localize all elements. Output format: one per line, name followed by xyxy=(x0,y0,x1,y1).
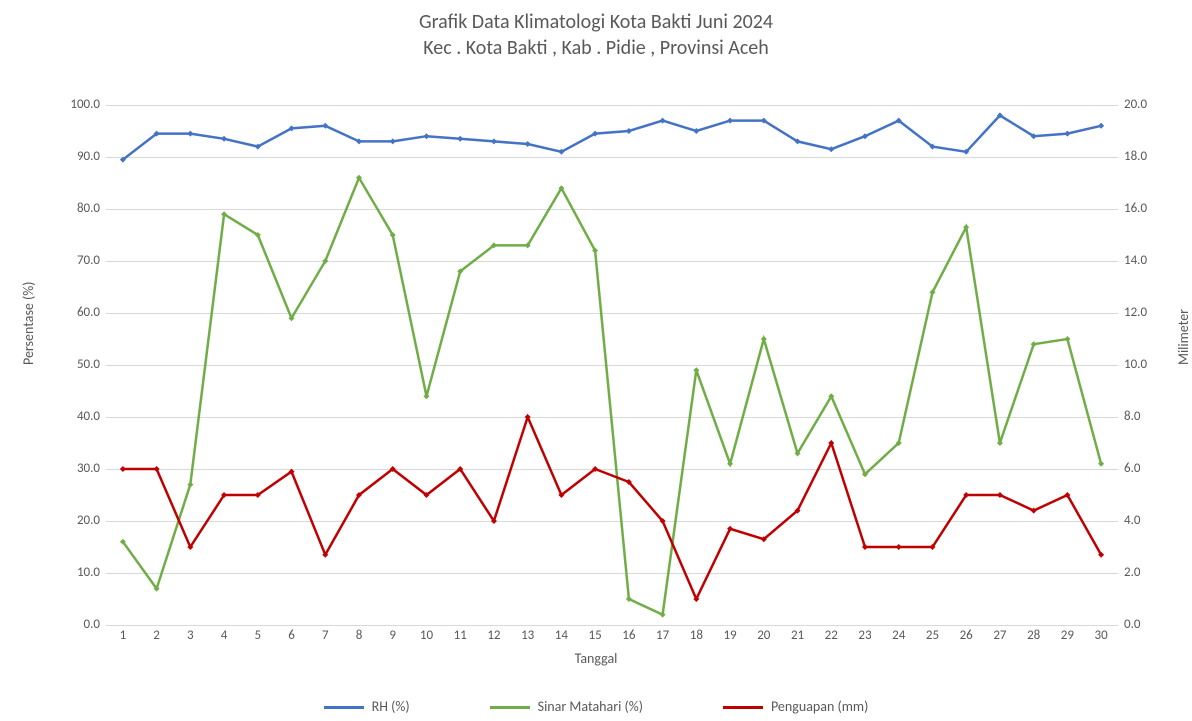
x-tick: 1 xyxy=(106,628,140,643)
x-tick: 23 xyxy=(848,628,882,643)
y-right-tick: 6.0 xyxy=(1124,461,1174,476)
series-line xyxy=(123,417,1101,599)
chart-title: Grafik Data Klimatologi Kota Bakti Juni … xyxy=(0,10,1192,60)
y-right-axis-label: Milimeter (mm) xyxy=(1175,309,1192,365)
y-left-tick: 20.0 xyxy=(50,513,100,528)
series-marker xyxy=(491,138,497,144)
series-marker xyxy=(693,367,699,373)
series-marker xyxy=(862,544,868,550)
series-marker xyxy=(120,466,126,472)
x-tick: 5 xyxy=(241,628,275,643)
series-marker xyxy=(187,131,193,137)
series-marker xyxy=(221,136,227,142)
y-right-tick: 10.0 xyxy=(1124,357,1174,372)
x-tick: 10 xyxy=(409,628,443,643)
x-tick: 21 xyxy=(781,628,815,643)
y-right-tick: 20.0 xyxy=(1124,97,1174,112)
legend-label: Penguapan (mm) xyxy=(771,698,868,715)
x-tick: 30 xyxy=(1084,628,1118,643)
series-marker xyxy=(423,133,429,139)
legend-item: Sinar Matahari (%) xyxy=(490,698,643,715)
x-tick: 19 xyxy=(713,628,747,643)
series-line xyxy=(123,178,1101,615)
series-marker xyxy=(896,544,902,550)
x-tick: 16 xyxy=(612,628,646,643)
legend-item: Penguapan (mm) xyxy=(723,698,868,715)
x-axis-label: Tanggal xyxy=(0,650,1192,667)
series-marker xyxy=(626,128,632,134)
y-left-tick: 50.0 xyxy=(50,357,100,372)
y-left-tick: 40.0 xyxy=(50,409,100,424)
y-left-tick: 90.0 xyxy=(50,149,100,164)
y-left-tick: 80.0 xyxy=(50,201,100,216)
x-tick: 13 xyxy=(511,628,545,643)
series-marker xyxy=(1064,131,1070,137)
legend-swatch xyxy=(324,706,364,709)
y-right-tick: 14.0 xyxy=(1124,253,1174,268)
x-tick: 8 xyxy=(342,628,376,643)
x-tick: 4 xyxy=(207,628,241,643)
series-marker xyxy=(1098,461,1104,467)
x-tick: 7 xyxy=(308,628,342,643)
y-left-tick: 100.0 xyxy=(50,97,100,112)
series-marker xyxy=(693,128,699,134)
series-marker xyxy=(1031,341,1037,347)
series-marker xyxy=(727,461,733,467)
x-tick: 17 xyxy=(646,628,680,643)
legend-swatch xyxy=(490,706,530,709)
x-tick: 18 xyxy=(679,628,713,643)
series-marker xyxy=(761,336,767,342)
series-marker xyxy=(997,440,1003,446)
chart-title-line2: Kec . Kota Bakti , Kab . Pidie , Provins… xyxy=(0,36,1192,60)
y-left-axis-label: Persentase (%) xyxy=(20,281,37,365)
x-tick: 2 xyxy=(140,628,174,643)
series-marker xyxy=(423,393,429,399)
x-tick: 15 xyxy=(578,628,612,643)
y-right-tick: 16.0 xyxy=(1124,201,1174,216)
series-marker xyxy=(390,138,396,144)
x-tick: 11 xyxy=(443,628,477,643)
chart-container: Grafik Data Klimatologi Kota Bakti Juni … xyxy=(0,0,1192,721)
legend: RH (%) Sinar Matahari (%) Penguapan (mm) xyxy=(0,698,1192,715)
y-left-tick: 10.0 xyxy=(50,565,100,580)
series-marker xyxy=(660,118,666,124)
y-left-tick: 70.0 xyxy=(50,253,100,268)
y-right-tick: 8.0 xyxy=(1124,409,1174,424)
x-tick: 24 xyxy=(882,628,916,643)
y-right-tick: 0.0 xyxy=(1124,617,1174,632)
x-tick: 3 xyxy=(173,628,207,643)
legend-item: RH (%) xyxy=(324,698,410,715)
x-tick: 20 xyxy=(747,628,781,643)
x-tick: 25 xyxy=(915,628,949,643)
y-left-tick: 30.0 xyxy=(50,461,100,476)
plot-svg xyxy=(106,105,1118,625)
series-marker xyxy=(457,136,463,142)
series-marker xyxy=(727,118,733,124)
x-tick: 28 xyxy=(1017,628,1051,643)
x-tick: 9 xyxy=(376,628,410,643)
x-tick: 6 xyxy=(275,628,309,643)
y-right-tick: 4.0 xyxy=(1124,513,1174,528)
x-tick: 29 xyxy=(1050,628,1084,643)
y-left-tick: 0.0 xyxy=(50,617,100,632)
x-tick: 12 xyxy=(477,628,511,643)
legend-label: Sinar Matahari (%) xyxy=(538,698,643,715)
series-marker xyxy=(1098,123,1104,129)
y-right-tick: 12.0 xyxy=(1124,305,1174,320)
series-marker xyxy=(1064,336,1070,342)
legend-swatch xyxy=(723,706,763,709)
x-tick: 14 xyxy=(544,628,578,643)
x-tick: 22 xyxy=(814,628,848,643)
y-right-tick: 2.0 xyxy=(1124,565,1174,580)
series-line xyxy=(123,115,1101,159)
chart-title-line1: Grafik Data Klimatologi Kota Bakti Juni … xyxy=(0,10,1192,34)
series-marker xyxy=(525,141,531,147)
legend-label: RH (%) xyxy=(372,698,410,715)
y-right-tick: 18.0 xyxy=(1124,149,1174,164)
x-tick: 27 xyxy=(983,628,1017,643)
x-tick: 26 xyxy=(949,628,983,643)
series-marker xyxy=(187,482,193,488)
y-left-tick: 60.0 xyxy=(50,305,100,320)
